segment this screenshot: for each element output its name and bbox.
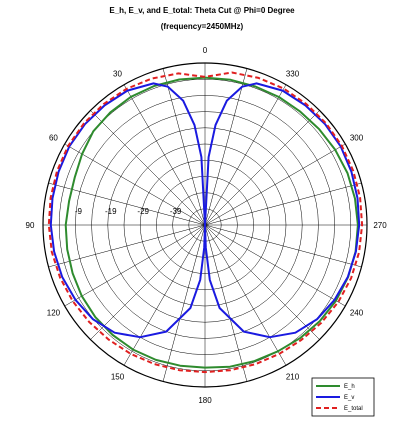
radial-tick-labels: -9 -19 -29 -39 — [75, 207, 182, 216]
radial-tick-label: -9 — [75, 207, 83, 216]
angle-tick-label: 240 — [350, 309, 364, 318]
radial-tick-label: -19 — [105, 207, 117, 216]
angle-tick-labels: 0 30 60 90 120 150 180 210 240 270 300 330 — [26, 46, 388, 405]
series-line-e-v — [49, 82, 361, 339]
legend-label-e-v: E_v — [344, 395, 354, 401]
angle-tick-label: 60 — [49, 134, 58, 143]
angle-tick-label: 180 — [198, 396, 212, 405]
angle-tick-label: 300 — [350, 134, 364, 143]
series-line-e-total — [47, 71, 364, 374]
chart-title: E_h, E_v, and E_total: Theta Cut @ Phi=0… — [109, 6, 295, 15]
legend-label-e-total: E_total — [344, 406, 363, 412]
series-line-e-h — [64, 76, 359, 369]
chart-subtitle: (frequency=2450MHz) — [161, 22, 244, 31]
legend-label-e-h: E_h — [344, 384, 355, 390]
angle-tick-label: 270 — [373, 221, 387, 230]
angle-tick-label: 0 — [203, 46, 208, 55]
series-layer — [47, 71, 364, 374]
angle-tick-label: 120 — [47, 309, 61, 318]
angle-tick-label: 30 — [113, 69, 122, 78]
angle-tick-label: 150 — [111, 373, 125, 382]
angle-tick-label: 210 — [286, 373, 300, 382]
angle-tick-label: 90 — [26, 221, 35, 230]
legend: E_h E_v E_total — [311, 377, 375, 417]
angle-tick-label: 330 — [286, 69, 300, 78]
radial-tick-label: -39 — [170, 207, 182, 216]
radial-tick-label: -29 — [137, 207, 149, 216]
